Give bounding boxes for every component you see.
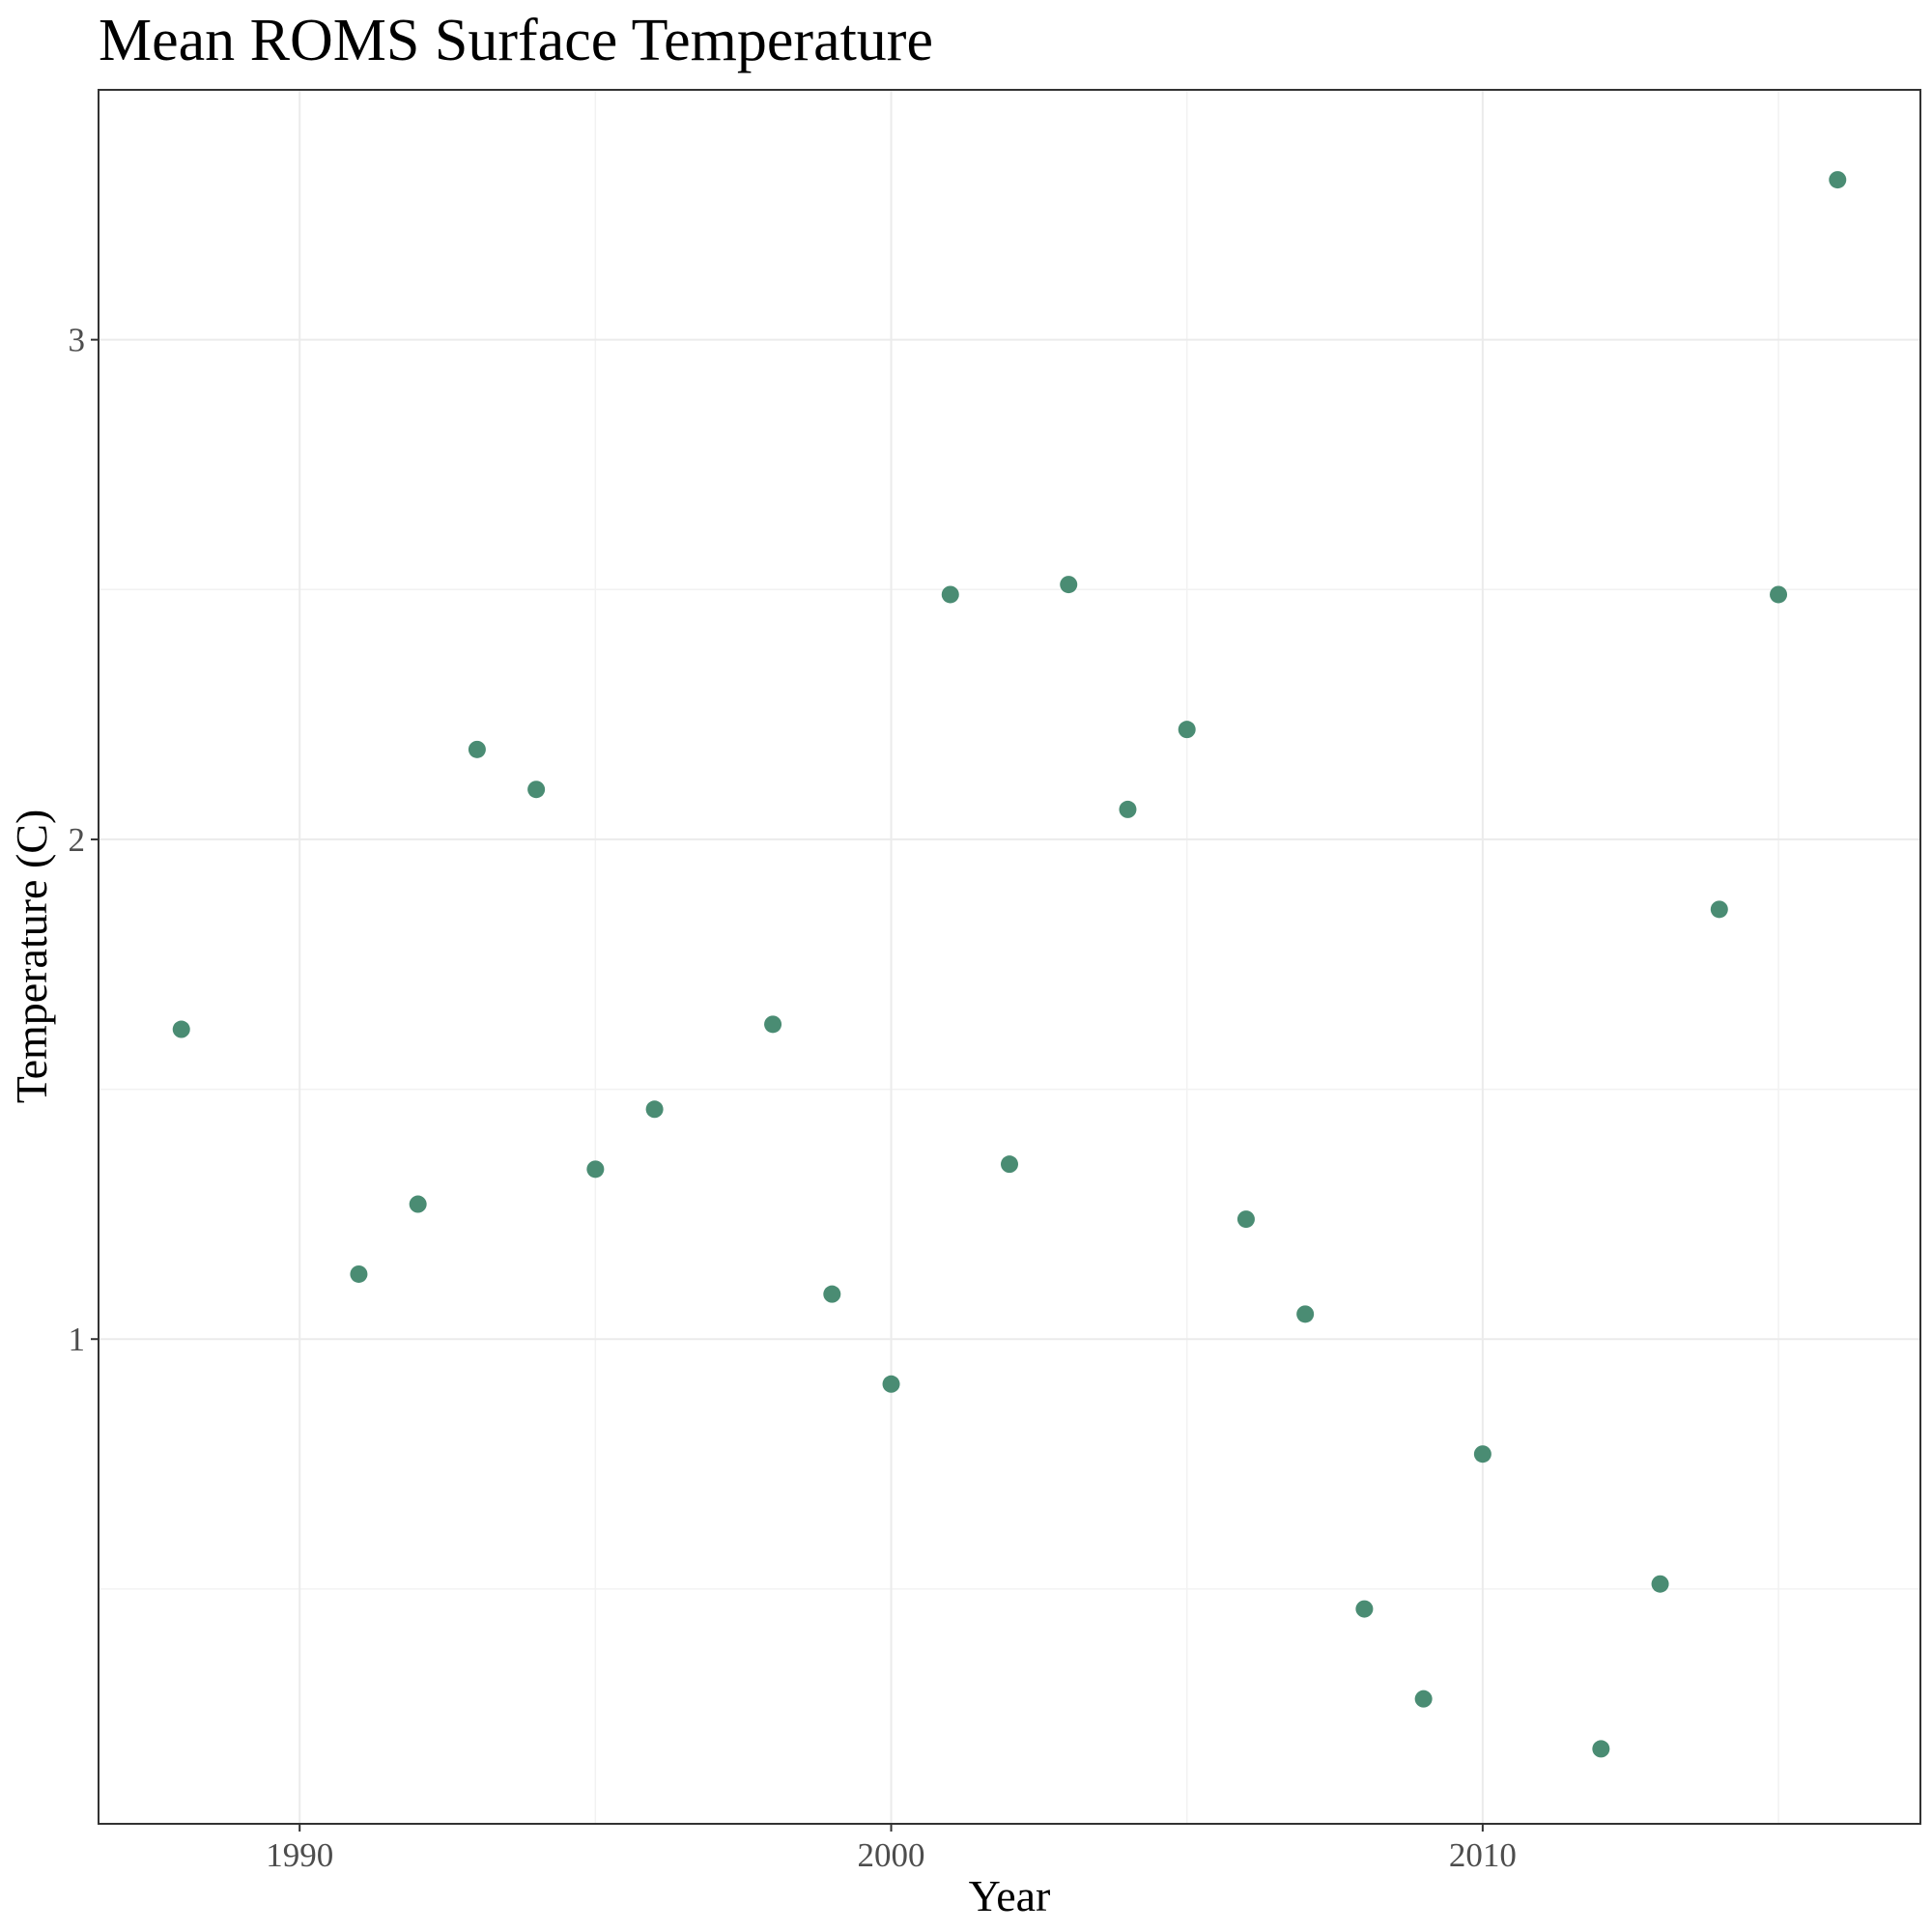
data-point bbox=[1592, 1740, 1610, 1758]
data-points bbox=[172, 171, 1847, 1758]
x-axis-label: Year bbox=[969, 1871, 1051, 1920]
data-point bbox=[882, 1375, 900, 1393]
data-point bbox=[1178, 721, 1196, 739]
data-point bbox=[1060, 576, 1078, 594]
data-point bbox=[764, 1015, 782, 1034]
data-point bbox=[1119, 800, 1137, 818]
data-point bbox=[645, 1100, 664, 1119]
data-point bbox=[1355, 1600, 1374, 1618]
data-point bbox=[1829, 171, 1847, 189]
x-tick-label: 2010 bbox=[1449, 1836, 1517, 1874]
data-point bbox=[409, 1195, 427, 1213]
y-tick-label: 1 bbox=[69, 1321, 86, 1358]
data-point bbox=[468, 740, 486, 758]
data-point bbox=[172, 1020, 190, 1038]
data-point bbox=[823, 1285, 841, 1303]
plot-panel bbox=[98, 89, 1921, 1825]
data-point bbox=[1651, 1575, 1669, 1593]
data-point bbox=[1770, 585, 1788, 604]
y-tick-label: 2 bbox=[69, 821, 86, 859]
data-point bbox=[350, 1264, 368, 1283]
data-point bbox=[1296, 1305, 1315, 1323]
y-axis-label: Temperature (C) bbox=[7, 810, 56, 1104]
data-point bbox=[941, 585, 959, 604]
data-point bbox=[586, 1160, 605, 1179]
data-point bbox=[1236, 1210, 1255, 1229]
data-point bbox=[1414, 1690, 1433, 1708]
chart-title: Mean ROMS Surface Temperature bbox=[99, 8, 933, 73]
data-point bbox=[1710, 900, 1728, 919]
data-point bbox=[527, 781, 546, 799]
data-point bbox=[1473, 1445, 1492, 1463]
y-tick-label: 3 bbox=[69, 322, 86, 359]
grid-lines bbox=[99, 89, 1920, 1824]
x-tick-label: 1990 bbox=[266, 1836, 333, 1874]
axis-ticks: 1990 2000 2010 1 2 3 bbox=[69, 322, 1517, 1874]
data-point bbox=[1001, 1155, 1018, 1174]
x-tick-label: 2000 bbox=[858, 1836, 925, 1874]
